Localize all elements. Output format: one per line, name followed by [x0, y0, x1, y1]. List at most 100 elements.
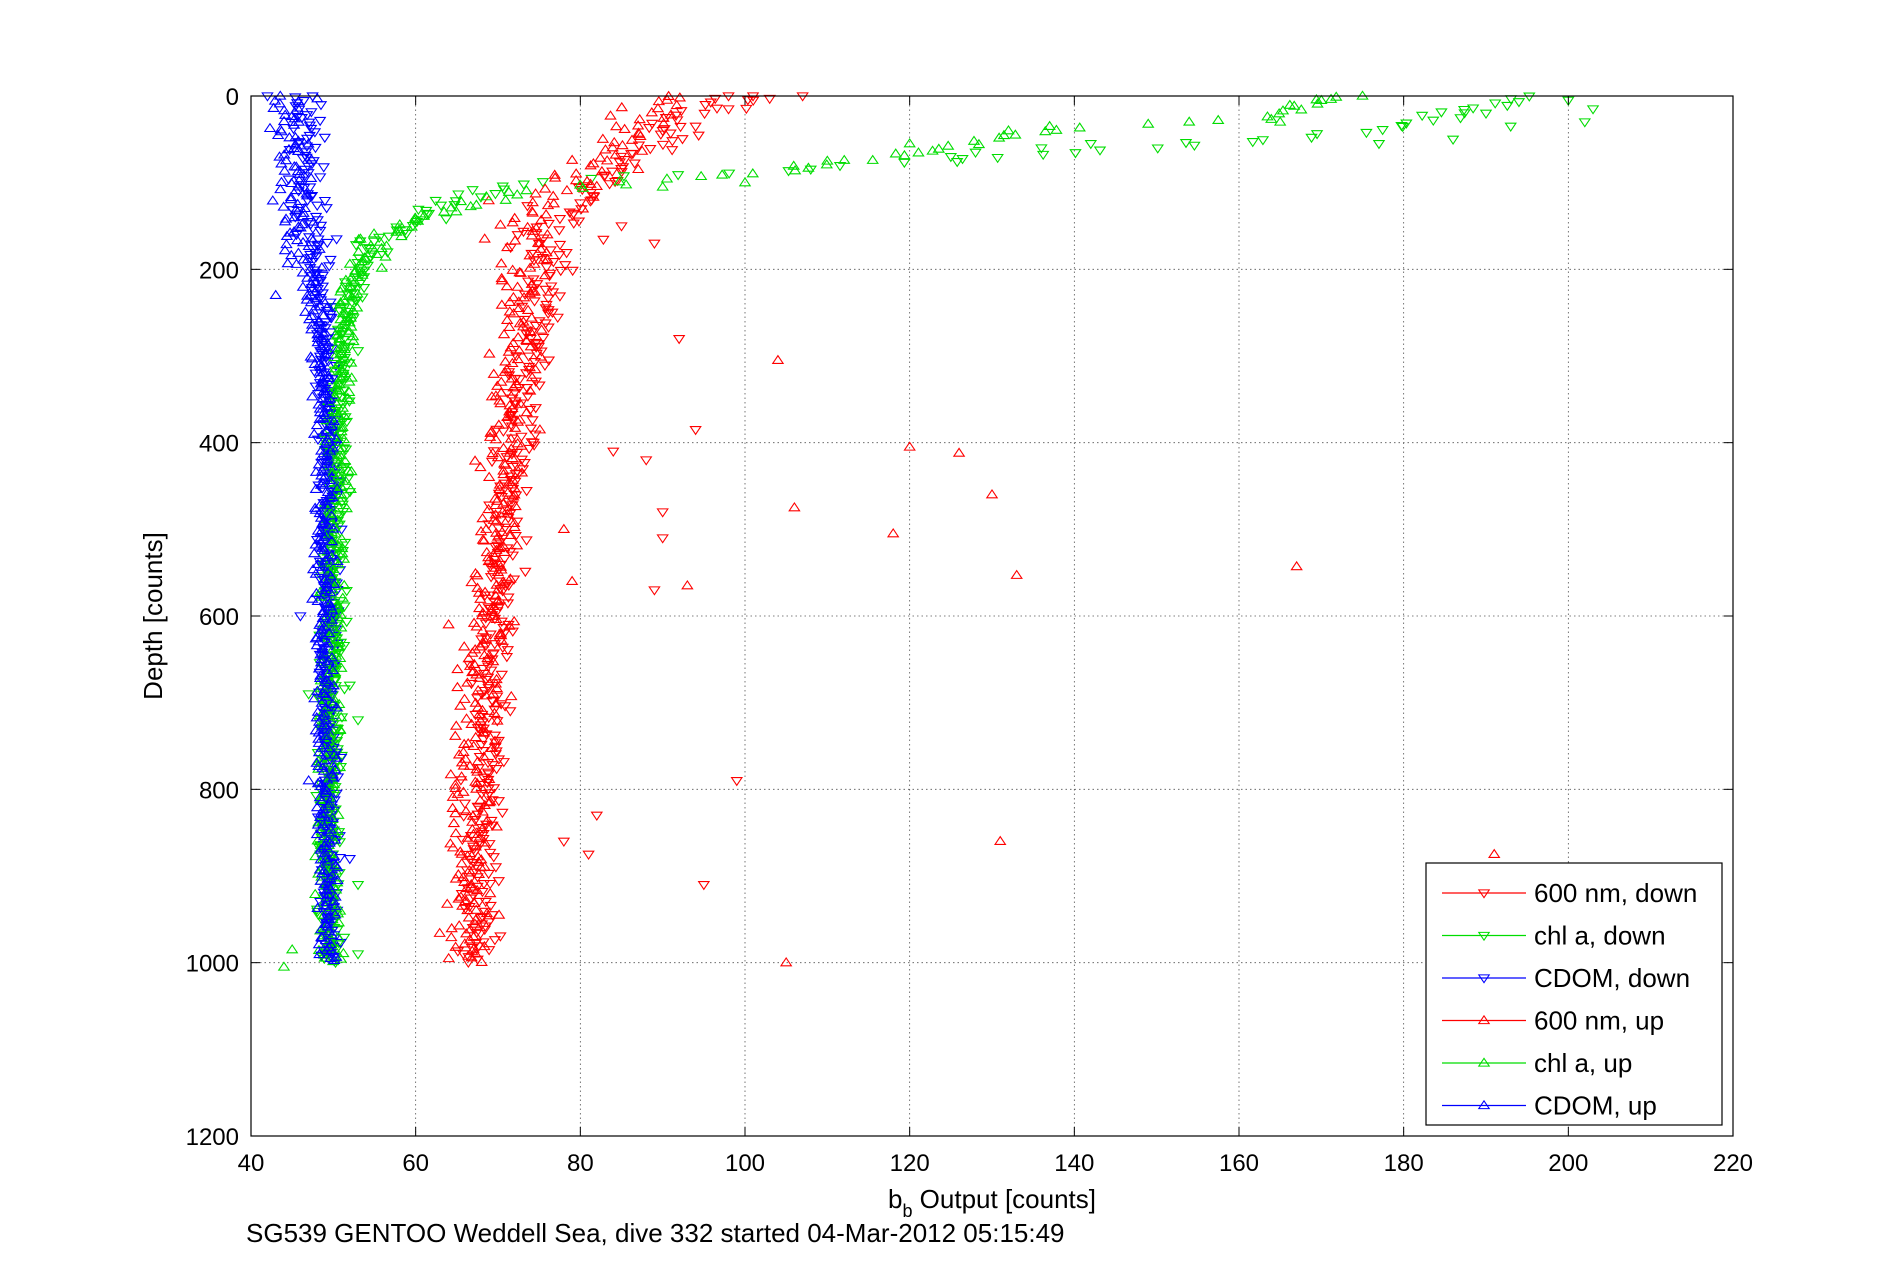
data-point — [447, 817, 461, 828]
data-point — [1435, 108, 1448, 118]
data-point — [313, 243, 326, 253]
data-point — [337, 579, 351, 590]
data-point — [451, 663, 464, 674]
data-point — [284, 193, 298, 204]
data-point — [451, 947, 465, 957]
data-point — [645, 107, 659, 117]
legend-label: CDOM, up — [1534, 1091, 1657, 1121]
data-point — [313, 672, 327, 683]
data-point — [474, 861, 488, 872]
data-point — [301, 272, 314, 282]
data-point — [664, 109, 678, 119]
data-point — [537, 333, 550, 344]
outlier-point — [656, 534, 669, 544]
data-point — [464, 923, 477, 934]
data-point — [311, 902, 324, 912]
x-tick-label: 140 — [1054, 1150, 1094, 1177]
data-point — [497, 465, 510, 475]
data-point — [926, 145, 939, 155]
data-point — [461, 904, 474, 915]
data-point — [322, 372, 335, 382]
data-point — [309, 850, 322, 861]
data-point — [338, 343, 352, 354]
data-point — [1287, 100, 1301, 110]
data-point — [329, 625, 343, 635]
data-point — [457, 641, 471, 651]
data-point — [495, 272, 508, 283]
data-point — [481, 652, 494, 662]
data-point — [342, 327, 355, 337]
data-point — [339, 274, 353, 284]
data-point — [666, 137, 679, 147]
data-point — [491, 531, 505, 541]
data-point — [314, 875, 327, 885]
data-point — [296, 267, 310, 277]
data-point — [344, 483, 357, 493]
data-point — [613, 158, 627, 168]
data-point — [278, 244, 292, 255]
data-point — [470, 199, 483, 209]
data-point — [866, 154, 879, 164]
data-point — [325, 748, 338, 758]
outlier-point — [294, 612, 307, 622]
data-point — [300, 294, 314, 304]
data-point — [319, 934, 333, 945]
data-point — [487, 853, 500, 863]
series-0 — [451, 92, 809, 969]
data-point — [330, 829, 343, 840]
outlier-point — [821, 155, 834, 165]
tick-labels: 40 60 80 100 120 140 160 180 200 220 0 200 400 600 800… — [186, 84, 1753, 1177]
data-point — [461, 850, 474, 860]
data-point — [624, 150, 638, 160]
data-point — [313, 811, 327, 822]
data-point — [312, 275, 325, 285]
data-point — [482, 796, 496, 807]
x-axis-label: bb Output [counts] — [888, 1184, 1096, 1221]
data-point — [997, 129, 1011, 140]
data-point — [328, 909, 342, 919]
data-point — [312, 746, 326, 757]
data-point — [483, 348, 496, 358]
data-point — [314, 844, 327, 854]
data-point — [521, 304, 535, 314]
data-point — [355, 266, 369, 277]
data-point — [333, 349, 347, 359]
data-point — [327, 778, 341, 789]
data-point — [515, 302, 529, 313]
data-point — [606, 142, 619, 152]
data-point — [490, 613, 503, 624]
data-point — [314, 221, 328, 232]
data-point — [1261, 111, 1274, 121]
data-point — [508, 235, 522, 245]
data-point — [314, 807, 328, 817]
data-point — [503, 296, 517, 306]
data-point — [505, 443, 518, 453]
data-point — [511, 281, 524, 291]
outlier-point — [681, 579, 694, 590]
data-point — [316, 412, 330, 422]
data-point — [488, 735, 502, 745]
data-point — [317, 310, 330, 320]
data-point — [332, 809, 345, 819]
data-point — [320, 204, 333, 214]
y-tick-label: 400 — [199, 431, 239, 458]
data-point — [289, 184, 303, 195]
ticks — [250, 95, 1734, 1137]
data-point — [664, 129, 677, 139]
x-tick-label: 180 — [1384, 1150, 1424, 1177]
data-point — [306, 593, 319, 603]
data-point — [335, 533, 348, 543]
data-point — [487, 688, 500, 698]
data-point — [547, 198, 561, 208]
data-point — [292, 221, 305, 231]
data-point — [548, 172, 562, 182]
data-point — [305, 233, 318, 243]
data-point — [321, 856, 334, 866]
data-point — [526, 225, 539, 235]
data-point — [501, 508, 514, 518]
data-point — [355, 255, 369, 266]
data-point — [491, 566, 505, 576]
data-point — [546, 308, 559, 319]
data-point — [321, 403, 335, 413]
data-point — [486, 557, 499, 567]
